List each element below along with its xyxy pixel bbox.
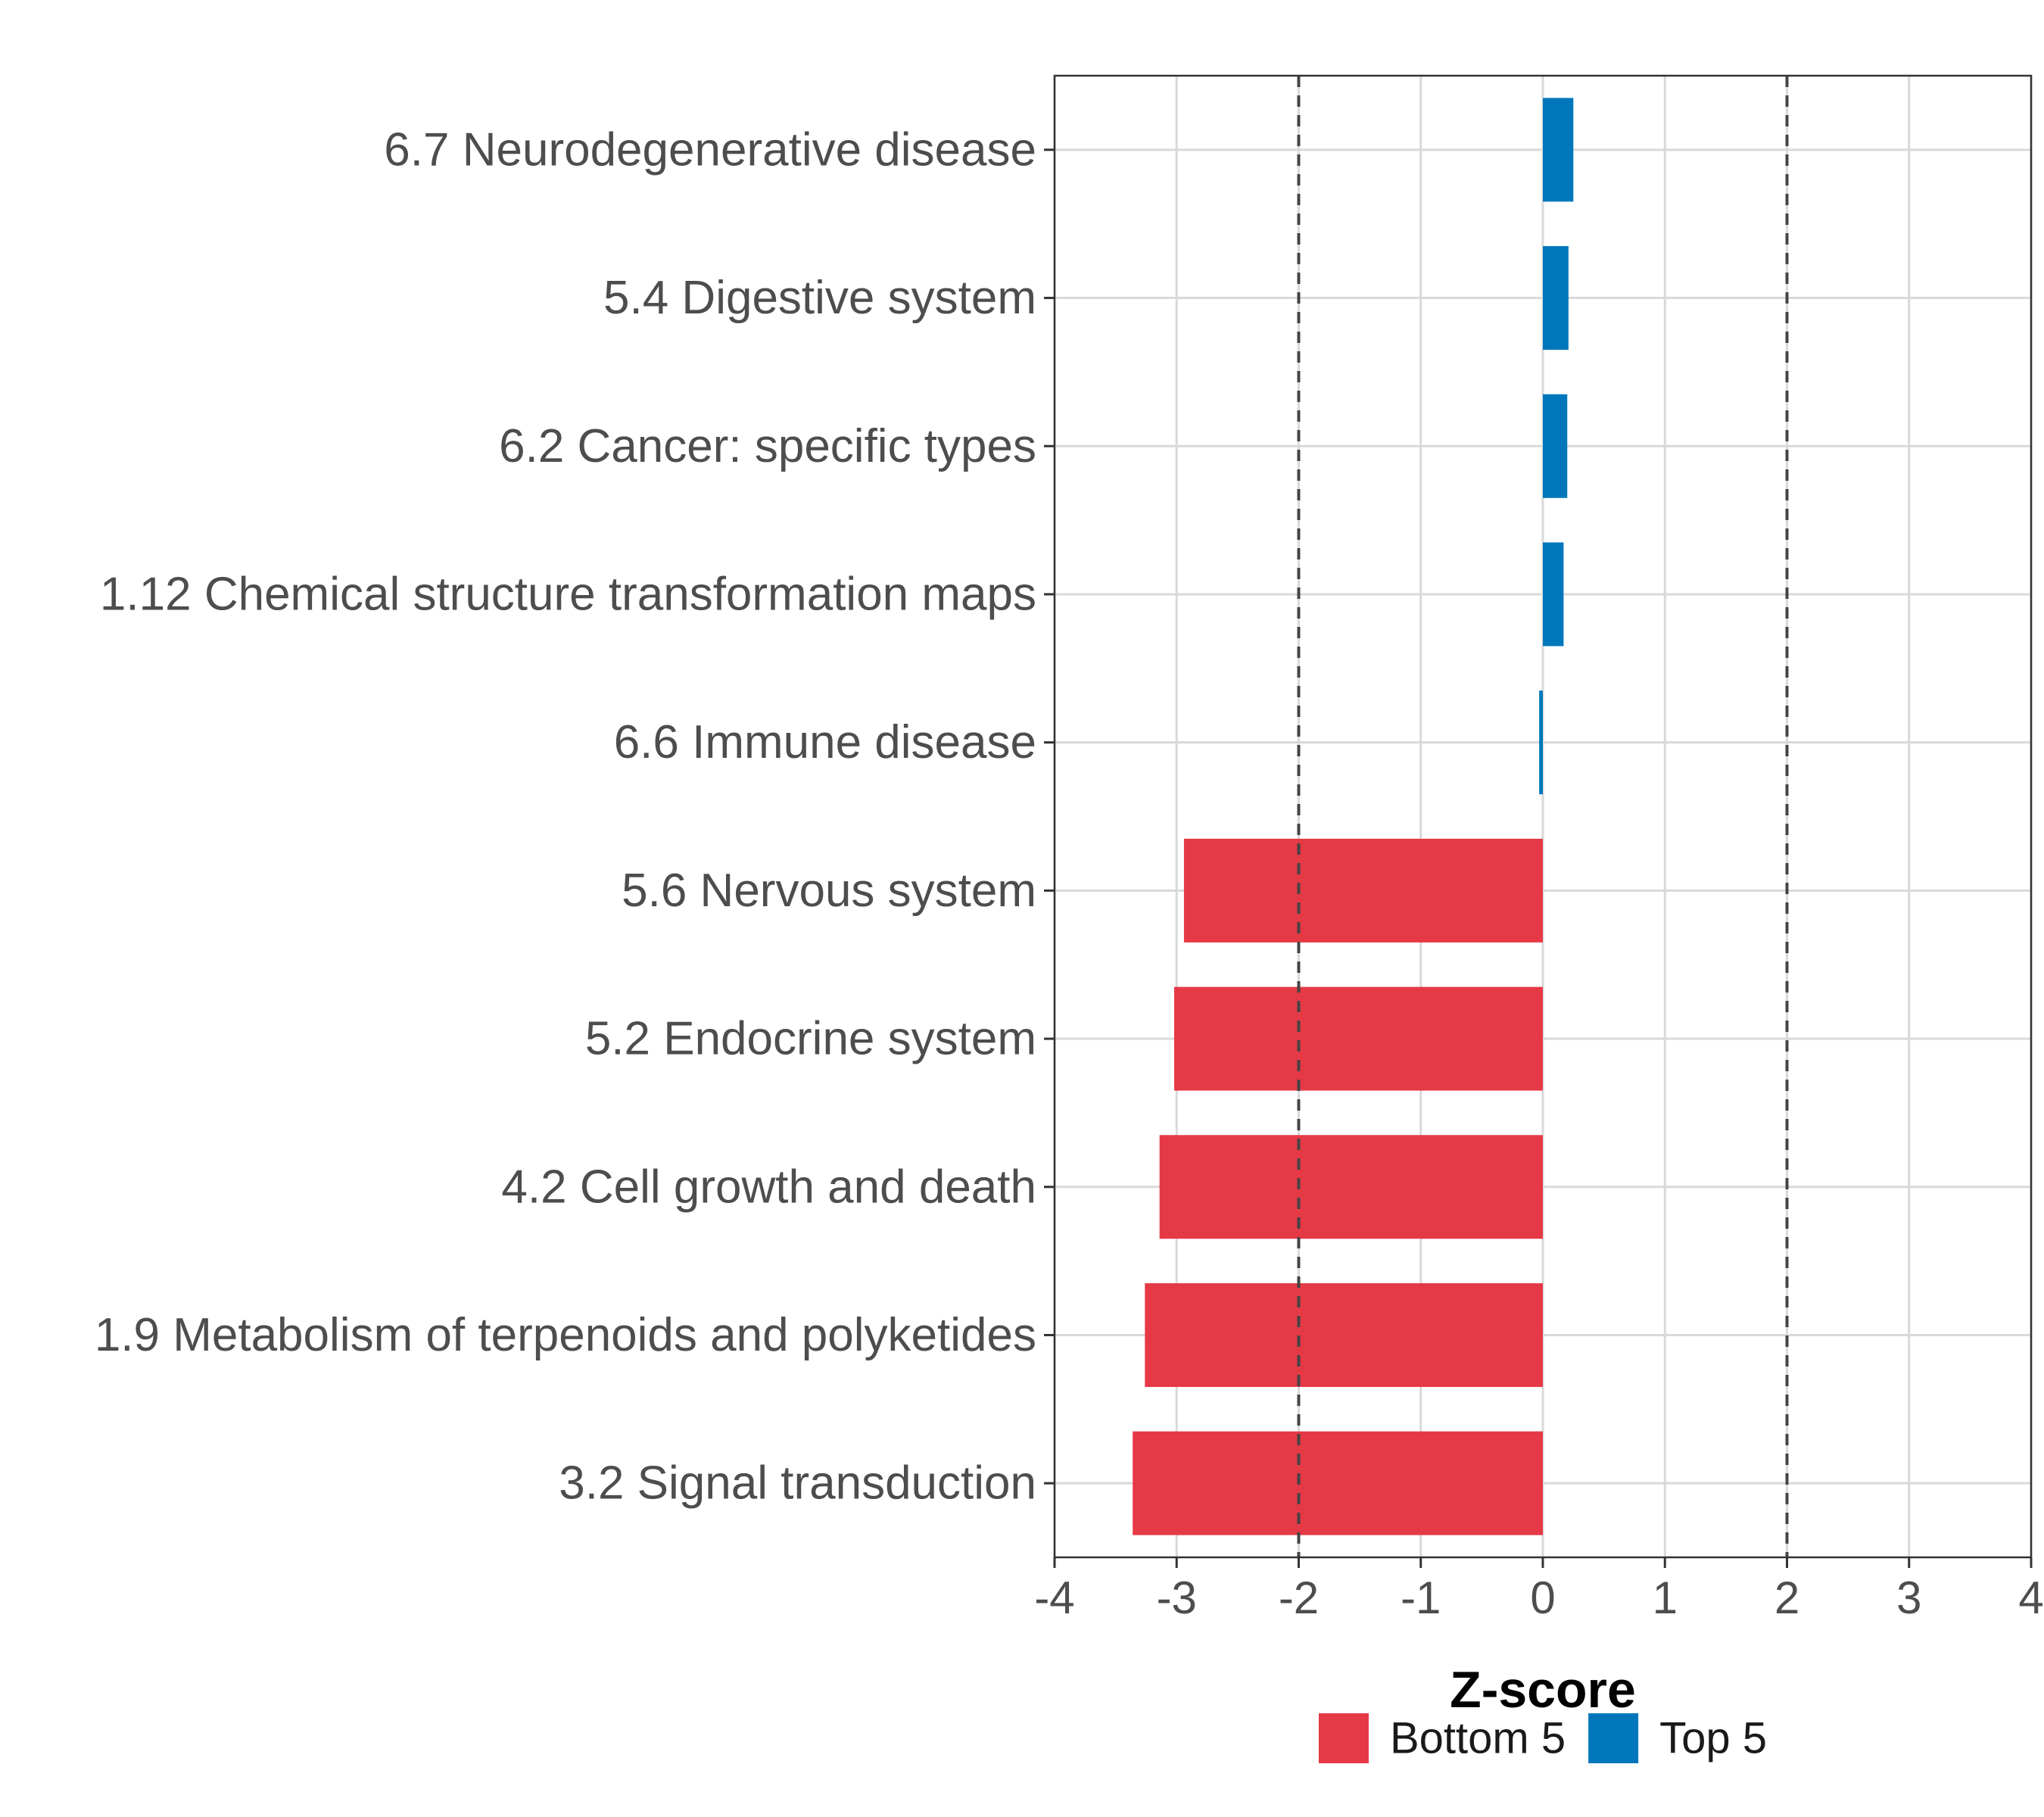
- category-label: 6.6 Immune disease: [614, 716, 1036, 768]
- bar: [1539, 690, 1543, 795]
- x-tick-label: 1: [1653, 1572, 1678, 1623]
- bar: [1543, 98, 1574, 202]
- bar: [1543, 394, 1568, 498]
- category-label: 5.2 Endocrine system: [585, 1013, 1036, 1065]
- x-tick-label: 4: [2018, 1572, 2043, 1623]
- legend-item: Bottom 5: [1318, 1713, 1566, 1763]
- legend-swatch: [1588, 1713, 1639, 1763]
- x-tick-label: -2: [1279, 1572, 1319, 1623]
- category-label: 4.2 Cell growth and death: [501, 1161, 1036, 1213]
- x-tick-label: -3: [1157, 1572, 1197, 1623]
- category-label: 6.2 Cancer: specific types: [499, 420, 1036, 472]
- x-tick-label: 0: [1530, 1572, 1555, 1623]
- x-tick-label: -1: [1401, 1572, 1441, 1623]
- legend-label: Bottom 5: [1390, 1714, 1566, 1763]
- x-tick-label: 3: [1896, 1572, 1921, 1623]
- x-tick-label: -4: [1034, 1572, 1074, 1623]
- reference-lines: [1297, 76, 1789, 1557]
- legend-swatch: [1318, 1713, 1369, 1763]
- legend-item: Top 5: [1588, 1713, 1767, 1763]
- legend: Bottom 5 Top 5: [1318, 1713, 1767, 1763]
- bar-layer: [1133, 98, 1574, 1535]
- x-axis: -4 -3 -2 -1 0 1 2 3 4: [1034, 1557, 2044, 1623]
- y-axis: 6.7 Neurodegenerative disease 5.4 Digesti…: [95, 123, 1055, 1510]
- bar: [1543, 246, 1569, 351]
- x-axis-title: Z-score: [1450, 1661, 1636, 1719]
- bar: [1174, 986, 1543, 1091]
- category-label: 3.2 Signal transduction: [559, 1457, 1036, 1510]
- bar: [1159, 1135, 1543, 1239]
- category-label: 6.7 Neurodegenerative disease: [384, 123, 1036, 176]
- legend-label: Top 5: [1659, 1714, 1767, 1763]
- category-label: 5.6 Nervous system: [622, 865, 1036, 917]
- category-label: 5.4 Digestive system: [603, 272, 1036, 324]
- bar: [1133, 1431, 1543, 1535]
- bar: [1183, 838, 1543, 943]
- bar: [1543, 542, 1564, 647]
- bar: [1145, 1282, 1543, 1387]
- category-label: 1.9 Metabolism of terpenoids and polyket…: [95, 1309, 1036, 1361]
- category-label: 1.12 Chemical structure transformation m…: [100, 568, 1036, 620]
- x-tick-label: 2: [1774, 1572, 1799, 1623]
